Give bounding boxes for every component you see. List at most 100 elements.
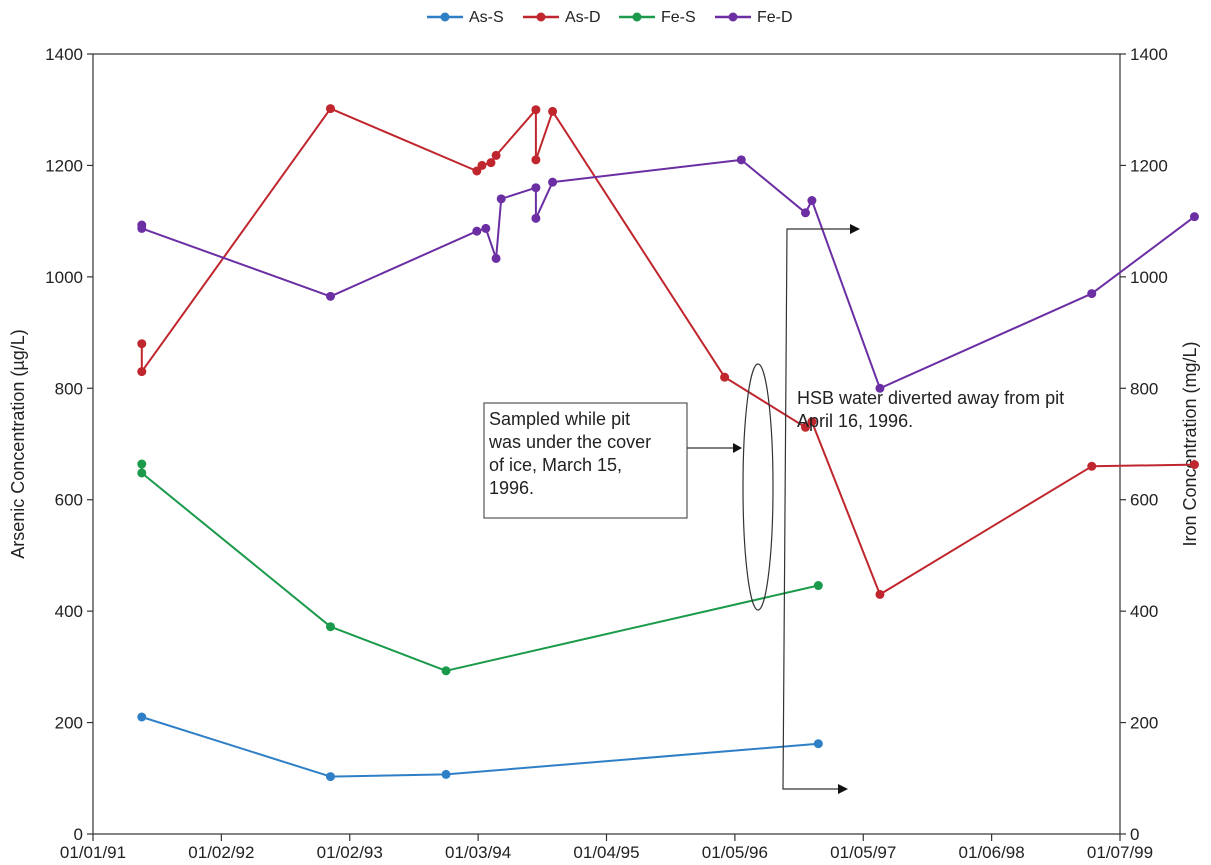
y-tick-label-right: 1000 <box>1130 268 1168 287</box>
data-point-fe-d <box>472 226 482 236</box>
y-tick-label-left: 1200 <box>45 156 83 175</box>
annotation-ice-arrowhead <box>733 443 742 453</box>
annotation-diversion-arrowhead-top <box>850 224 860 234</box>
series-fe-s <box>137 459 823 676</box>
series-fe-d <box>137 155 1199 393</box>
data-point-fe-d <box>548 177 558 187</box>
x-tick-label: 01/05/97 <box>830 843 896 862</box>
y-tick-label-left: 800 <box>55 379 83 398</box>
annotation-ice-line-2: was under the cover <box>488 432 651 452</box>
data-point-fe-d <box>491 253 501 263</box>
data-point-as-d <box>1189 460 1199 470</box>
data-point-fe-s <box>325 622 335 632</box>
legend-swatch-marker <box>440 12 450 22</box>
series-line-as-d <box>140 107 1195 596</box>
y-axis-title-left: Arsenic Concentration (µg/L) <box>8 329 28 558</box>
y-tick-label-right: 0 <box>1130 825 1139 844</box>
annotation-diversion-arrowhead-bottom <box>838 784 848 794</box>
legend-label: As-D <box>565 9 601 26</box>
data-point-as-d <box>1087 461 1097 471</box>
data-point-as-s <box>137 712 147 722</box>
series-line-as-s <box>141 716 819 778</box>
legend-swatch-marker <box>632 12 642 22</box>
data-point-fe-s <box>137 468 147 478</box>
data-point-fe-s <box>137 459 147 469</box>
y-tick-label-right: 1200 <box>1130 156 1168 175</box>
y-tick-label-right: 200 <box>1130 714 1158 733</box>
annotation-ice-line-3: of ice, March 15, <box>489 455 622 475</box>
x-tick-label: 01/06/98 <box>959 843 1025 862</box>
series-line-fe-s <box>140 464 819 672</box>
x-axis: 01/01/91 01/02/92 01/02/93 01/03/94 01/04/95… <box>60 834 1153 862</box>
data-point-as-d <box>800 422 810 432</box>
annotation-diversion-line-1: HSB water diverted away from pit <box>797 388 1064 408</box>
data-point-as-d <box>548 106 558 116</box>
data-point-fe-d <box>481 223 491 233</box>
data-point-fe-d <box>807 196 817 206</box>
legend-swatch-marker <box>536 12 546 22</box>
data-point-as-s <box>325 772 335 782</box>
y-tick-label-left: 1400 <box>45 45 83 64</box>
data-point-fe-d <box>531 183 541 193</box>
y-axis-title-right: Iron Concentration (mg/L) <box>1180 341 1200 546</box>
data-point-fe-d <box>1087 289 1097 299</box>
data-point-as-d <box>137 367 147 377</box>
annotation-ice-line-1: Sampled while pit <box>489 409 630 429</box>
highlight-ellipse <box>742 363 774 611</box>
legend-item-fe-s: Fe-S <box>619 9 696 26</box>
data-point-as-d <box>720 372 730 382</box>
annotation-diversion: HSB water diverted away from pit April 1… <box>782 224 1064 794</box>
y-tick-label-right: 400 <box>1130 602 1158 621</box>
annotation-diversion-line-2: April 16, 1996. <box>797 411 913 431</box>
legend-item-as-s: As-S <box>427 9 504 26</box>
x-tick-label: 01/03/94 <box>445 843 511 862</box>
y-tick-label-right: 800 <box>1130 379 1158 398</box>
data-point-as-d <box>491 150 501 160</box>
series-as-d <box>137 104 1199 599</box>
data-point-as-d <box>477 160 487 170</box>
data-point-fe-d <box>1189 212 1199 222</box>
y-tick-label-right: 1400 <box>1130 45 1168 64</box>
data-point-fe-d <box>137 223 147 233</box>
data-point-as-s <box>441 769 451 779</box>
data-point-fe-s <box>441 666 451 676</box>
data-point-fe-d <box>875 383 885 393</box>
y-tick-label-left: 200 <box>55 714 83 733</box>
data-point-fe-d <box>531 213 541 223</box>
annotation-ice: Sampled while pit was under the cover of… <box>483 402 742 519</box>
legend-swatch-marker <box>728 12 738 22</box>
y-axis-left: 0 200 400 600 800 1000 1200 1400 <box>45 45 93 844</box>
legend-item-fe-d: Fe-D <box>715 9 793 26</box>
series-line-fe-d <box>140 158 1196 390</box>
x-tick-label: 01/07/99 <box>1087 843 1153 862</box>
y-tick-label-left: 600 <box>55 491 83 510</box>
y-axis-right: 0 200 400 600 800 1000 1200 1400 <box>1120 45 1168 844</box>
data-point-fe-d <box>496 194 506 204</box>
x-tick-label: 01/05/96 <box>702 843 768 862</box>
legend-label: Fe-D <box>757 9 793 26</box>
x-tick-label: 01/02/93 <box>317 843 383 862</box>
data-point-as-d <box>137 339 147 349</box>
annotation-ice-box <box>483 402 688 519</box>
legend-label: As-S <box>469 9 504 26</box>
data-point-as-d <box>807 417 817 427</box>
annotation-ice-line-4: 1996. <box>489 478 534 498</box>
y-tick-label-left: 400 <box>55 602 83 621</box>
x-tick-label: 01/04/95 <box>573 843 639 862</box>
data-point-as-s <box>813 739 823 749</box>
y-tick-label-right: 600 <box>1130 491 1158 510</box>
annotation-diversion-bracket <box>782 228 850 790</box>
data-point-fe-d <box>736 155 746 165</box>
series-layer <box>137 104 1199 782</box>
y-tick-label-left: 1000 <box>45 268 83 287</box>
x-tick-label: 01/01/91 <box>60 843 126 862</box>
legend-item-as-d: As-D <box>523 9 601 26</box>
data-point-fe-d <box>325 291 335 301</box>
data-point-as-d <box>531 155 541 165</box>
series-as-s <box>137 712 823 782</box>
data-point-as-d <box>325 104 335 114</box>
data-point-as-d <box>531 105 541 115</box>
data-point-fe-d <box>800 208 810 218</box>
legend-label: Fe-S <box>661 9 696 26</box>
